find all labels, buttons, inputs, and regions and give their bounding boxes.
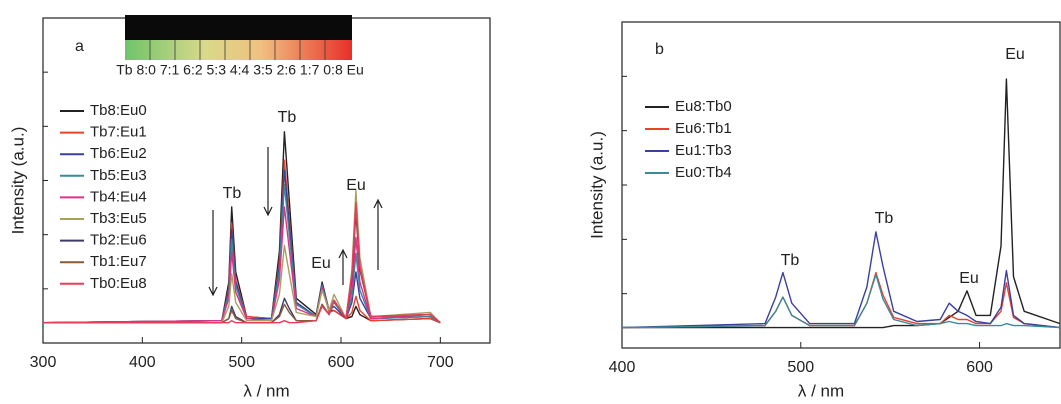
legend-label: Eu0:Tb4	[675, 164, 732, 181]
x-tick-label: 500	[787, 359, 814, 376]
inset-photo	[125, 15, 352, 60]
legend-label: Eu6:Tb1	[675, 120, 732, 137]
spectrum-line	[43, 202, 441, 324]
peak-annotation: Tb	[278, 109, 297, 126]
peak-annotation: Tb	[223, 185, 242, 202]
x-axis-label: λ / nm	[243, 381, 289, 400]
chart-panel: 300 400 500 600 700 λ / nm Intensity (a.u.) a Tb…	[8, 17, 491, 400]
peak-annotation: Eu	[1005, 46, 1025, 63]
legend-label: Tb8:Eu0	[90, 102, 147, 119]
peak-annotation: Eu	[959, 270, 979, 287]
legend-label: Tb3:Eu5	[90, 210, 147, 227]
x-axis-label: λ / nm	[798, 381, 844, 400]
spectrum-line	[621, 271, 1061, 329]
spectrum-line	[621, 231, 1061, 329]
legend-label: Tb7:Eu1	[90, 124, 147, 141]
x-tick-label: 400	[609, 359, 636, 376]
peak-annotation: Tb	[781, 252, 800, 269]
spectrum-line	[42, 206, 441, 324]
legend-label: Tb6:Eu2	[90, 145, 147, 162]
spectrum-line	[622, 78, 1061, 329]
inset-label: Tb 8:0 7:1 6:2 5:3 4:4 3:5 2:6 1:7 0:8 E…	[116, 62, 364, 78]
y-axis-label: Intensity (a.u.)	[8, 127, 27, 235]
x-tick-label: 700	[427, 354, 454, 371]
x-tick-label: 400	[129, 354, 156, 371]
arrows	[208, 147, 383, 297]
legend-label: Tb5:Eu3	[90, 167, 147, 184]
x-tick-label: 500	[228, 354, 255, 371]
plot-frame	[621, 21, 1061, 349]
legend-label: Eu1:Tb3	[675, 142, 732, 159]
y-axis-label: Intensity (a.u.)	[587, 131, 606, 239]
panel-label: a	[75, 38, 84, 55]
peak-annotation: Eu	[346, 177, 366, 194]
peak-annotation: Eu	[311, 255, 331, 272]
legend-label: Tb4:Eu4	[90, 188, 147, 205]
legend-label: Eu8:Tb0	[675, 98, 732, 115]
panel-label: b	[655, 41, 664, 58]
spectrum-line	[42, 183, 441, 324]
x-tick-label: 300	[30, 354, 57, 371]
x-tick-label: 600	[328, 354, 355, 371]
chart-panel: 400 500 600 λ / nm Intensity (a.u.) b Tb Tb Eu Eu…	[587, 21, 1061, 400]
legend-label: Tb2:Eu6	[90, 232, 147, 249]
legend-label: Tb0:Eu8	[90, 275, 147, 292]
peak-annotation: Tb	[875, 210, 894, 227]
spectrum-line	[42, 131, 441, 324]
legend-label: Tb1:Eu7	[90, 253, 147, 270]
x-tick-label: 600	[966, 359, 993, 376]
spectrum-line	[621, 273, 1061, 329]
